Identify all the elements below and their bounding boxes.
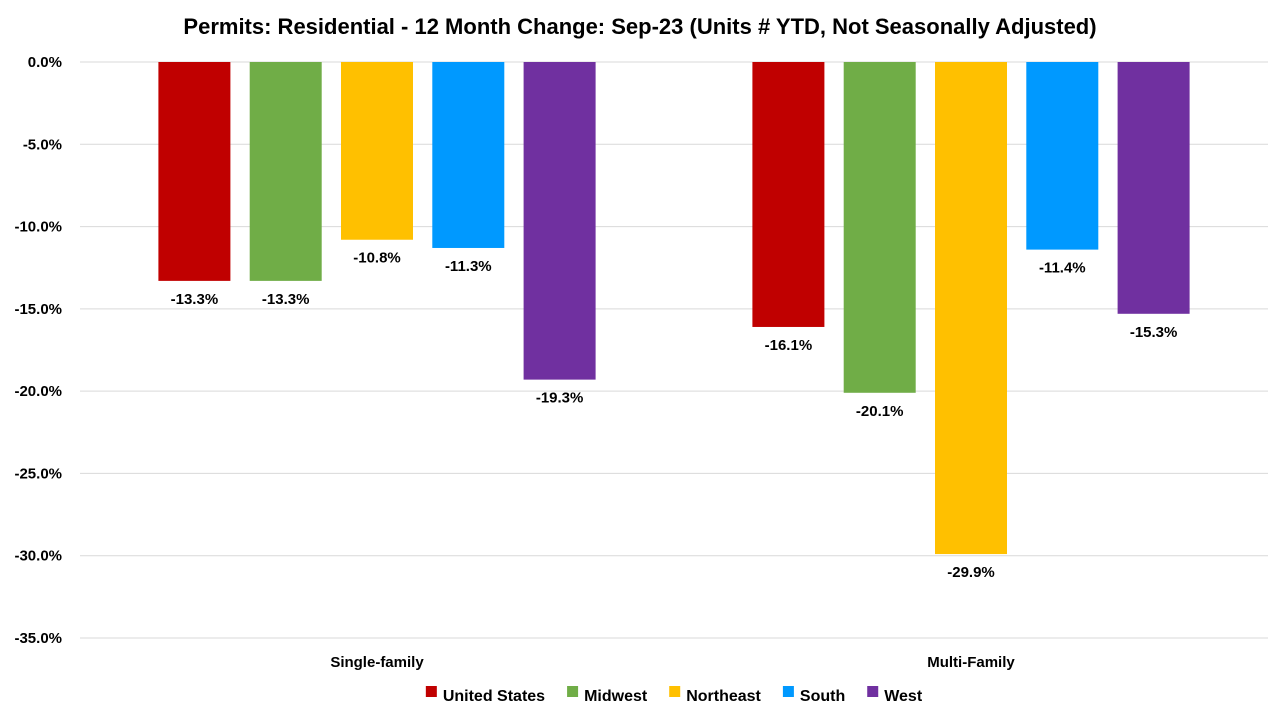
data-label: -15.3% xyxy=(1130,324,1178,341)
legend-item-south: South xyxy=(782,686,845,705)
legend-swatch xyxy=(782,686,794,697)
data-label: -20.1% xyxy=(856,403,904,420)
bars xyxy=(158,62,1190,555)
data-label: -13.3% xyxy=(262,291,310,308)
legend-label: Midwest xyxy=(584,688,648,705)
y-axis-tick-labels: 0.0% -5.0% -10.0% -15.0% -20.0% -25.0% -30.0% -… xyxy=(14,54,62,647)
legend-item-west: West xyxy=(867,686,923,705)
data-label: -11.4% xyxy=(1039,260,1086,277)
bar-northeast-single-family xyxy=(341,62,413,240)
x-axis-category-labels: Single-family Multi-Family xyxy=(330,654,1015,671)
bar-northeast-multi-family xyxy=(935,62,1007,555)
legend-swatch xyxy=(567,686,579,697)
y-tick-label: -20.0% xyxy=(14,383,62,400)
y-tick-label: -5.0% xyxy=(23,136,62,153)
legend-swatch xyxy=(425,686,437,697)
x-category-label: Multi-Family xyxy=(927,654,1015,671)
y-tick-label: -30.0% xyxy=(14,548,62,565)
data-label: -10.8% xyxy=(353,250,401,267)
bar-west-single-family xyxy=(523,62,596,380)
data-label: -11.3% xyxy=(445,258,492,275)
bar-west-multi-family xyxy=(1117,62,1190,314)
x-category-label: Single-family xyxy=(330,654,424,671)
bar-south-multi-family xyxy=(1026,62,1099,250)
legend-label: West xyxy=(884,688,923,705)
legend-item-midwest: Midwest xyxy=(567,686,648,705)
legend-item-united-states: United States xyxy=(425,686,545,705)
bar-midwest-single-family xyxy=(249,62,322,281)
y-tick-label: -15.0% xyxy=(14,301,62,318)
y-tick-label: -35.0% xyxy=(14,630,62,647)
legend: United States Midwest Northeast South West xyxy=(425,686,923,705)
bar-united-states-multi-family xyxy=(752,62,825,327)
y-tick-label: -25.0% xyxy=(14,465,62,482)
y-tick-label: 0.0% xyxy=(28,54,62,71)
y-tick-label: -10.0% xyxy=(14,219,62,236)
legend-swatch xyxy=(867,686,879,697)
data-label: -19.3% xyxy=(536,390,584,407)
legend-swatch xyxy=(669,686,681,697)
legend-label: South xyxy=(800,688,845,705)
data-label: -29.9% xyxy=(947,564,995,581)
legend-label: Northeast xyxy=(686,688,761,705)
chart-title: Permits: Residential - 12 Month Change: … xyxy=(183,14,1096,39)
legend-item-northeast: Northeast xyxy=(669,686,762,705)
bar-south-single-family xyxy=(432,62,505,248)
bar-midwest-multi-family xyxy=(843,62,916,393)
data-label: -13.3% xyxy=(171,291,219,308)
data-label: -16.1% xyxy=(765,337,813,354)
legend-label: United States xyxy=(443,688,545,705)
bar-united-states-single-family xyxy=(158,62,231,281)
data-labels: -13.3% -13.3% -10.8% -11.3% -19.3% -16.1% -20.… xyxy=(171,250,1178,581)
